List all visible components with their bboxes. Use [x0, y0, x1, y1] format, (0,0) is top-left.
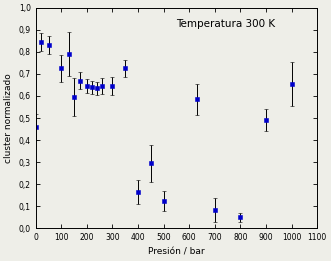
Text: Temperatura 300 K: Temperatura 300 K: [176, 19, 276, 29]
X-axis label: Presión / bar: Presión / bar: [148, 248, 205, 257]
Y-axis label: cluster normalizado: cluster normalizado: [4, 73, 13, 163]
